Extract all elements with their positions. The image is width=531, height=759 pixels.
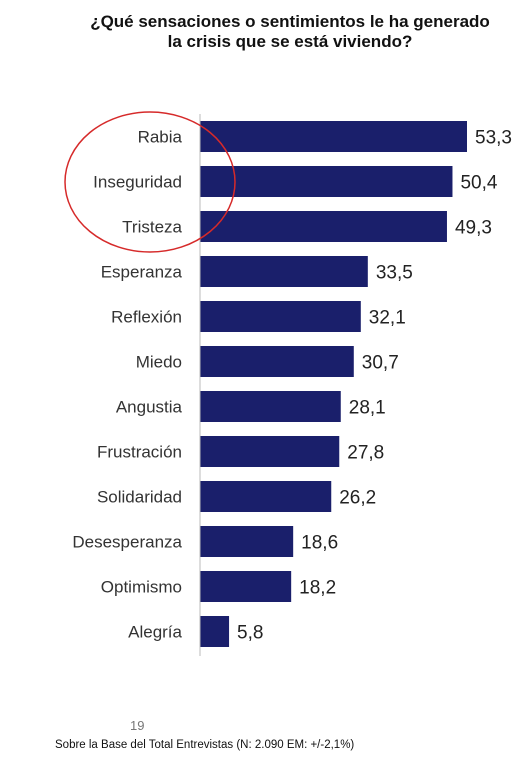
bar <box>200 301 361 332</box>
bar <box>200 121 467 152</box>
footnote: Sobre la Base del Total Entrevistas (N: … <box>55 739 355 751</box>
value-label: 5,8 <box>237 623 263 644</box>
page-number: 19 <box>130 718 145 733</box>
category-label: Reflexión <box>111 308 182 327</box>
value-label: 28,1 <box>349 398 386 419</box>
bar-group: Rabia 53,3 Inseguridad 50,4 Tristeza 49,3 Espe… <box>72 121 512 647</box>
category-label: Miedo <box>136 353 182 372</box>
bar <box>200 256 368 287</box>
value-label: 32,1 <box>369 308 406 329</box>
category-label: Solidaridad <box>97 488 182 507</box>
highlight-ellipse <box>64 111 236 253</box>
value-label: 53,3 <box>475 128 512 149</box>
chart-title-line-2: la crisis que se está viviendo? <box>167 32 413 51</box>
category-label: Tristeza <box>122 218 182 237</box>
chart-title-line-1: ¿Qué sensaciones o sentimientos le ha ge… <box>90 12 490 31</box>
value-label: 49,3 <box>455 218 492 239</box>
value-label: 18,2 <box>299 578 336 599</box>
value-label: 33,5 <box>376 263 413 284</box>
bar <box>200 436 340 467</box>
category-label: Angustia <box>116 398 183 417</box>
category-label: Rabia <box>138 128 183 147</box>
bar <box>200 211 447 242</box>
category-label: Desesperanza <box>72 533 182 552</box>
chart-title: ¿Qué sensaciones o sentimientos le ha ge… <box>60 12 520 52</box>
bar <box>200 166 453 197</box>
value-label: 26,2 <box>339 488 376 509</box>
bar <box>200 616 230 647</box>
category-label: Frustración <box>97 443 182 462</box>
category-label: Inseguridad <box>93 173 182 192</box>
value-label: 18,6 <box>301 533 338 554</box>
category-label: Alegría <box>128 623 182 642</box>
bar-chart: Rabia 53,3 Inseguridad 50,4 Tristeza 49,3 Espe… <box>64 111 512 656</box>
bar <box>200 481 332 512</box>
value-label: 30,7 <box>362 353 399 374</box>
value-label: 50,4 <box>460 173 497 194</box>
value-label: 27,8 <box>347 443 384 464</box>
category-label: Optimismo <box>101 578 182 597</box>
bar <box>200 571 292 602</box>
category-label: Esperanza <box>101 263 183 282</box>
bar <box>200 346 354 377</box>
bar <box>200 526 294 557</box>
bar <box>200 391 341 422</box>
